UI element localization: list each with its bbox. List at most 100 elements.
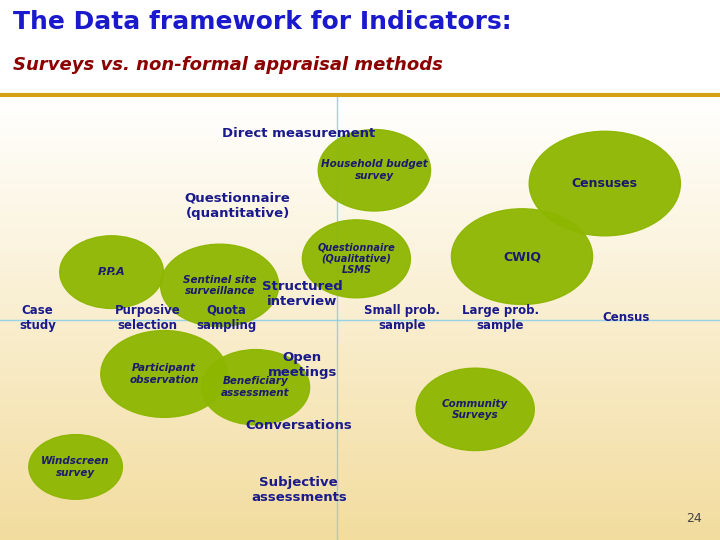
Ellipse shape	[302, 220, 410, 298]
Bar	[0, 190, 720, 193]
Bar	[0, 385, 720, 389]
Bar	[0, 274, 720, 278]
Bar	[0, 400, 720, 403]
Bar	[0, 145, 720, 149]
Text: Household budget
survey: Household budget survey	[321, 159, 428, 181]
Bar	[0, 219, 720, 222]
Text: Structured
interview: Structured interview	[262, 280, 343, 308]
Bar	[0, 230, 720, 234]
Bar	[0, 522, 720, 525]
Bar	[0, 245, 720, 248]
Ellipse shape	[29, 435, 122, 500]
Bar	[0, 415, 720, 418]
Bar	[0, 97, 720, 101]
Bar	[0, 370, 720, 374]
Bar	[0, 326, 720, 329]
Bar	[0, 271, 720, 274]
Bar	[0, 289, 720, 293]
Bar	[0, 186, 720, 190]
Text: Small prob.
sample: Small prob. sample	[364, 303, 440, 332]
Bar	[0, 167, 720, 171]
Bar	[0, 160, 720, 164]
Bar	[0, 293, 720, 296]
Bar	[0, 422, 720, 426]
Bar	[0, 433, 720, 437]
Bar	[0, 488, 720, 492]
Bar	[0, 441, 720, 444]
Bar	[0, 252, 720, 256]
Bar	[0, 322, 720, 326]
Ellipse shape	[60, 236, 163, 308]
Text: Community
Surveys: Community Surveys	[442, 399, 508, 420]
Bar	[0, 507, 720, 510]
Bar	[0, 329, 720, 333]
Ellipse shape	[451, 209, 593, 305]
Bar	[0, 141, 720, 145]
Bar	[0, 451, 720, 455]
Bar	[0, 418, 720, 422]
Ellipse shape	[202, 349, 310, 425]
Bar	[0, 377, 720, 381]
Text: Sentinel site
surveillance: Sentinel site surveillance	[183, 275, 256, 296]
Bar	[0, 311, 720, 315]
Bar	[0, 503, 720, 507]
Text: The Data framework for Indicators:: The Data framework for Indicators:	[13, 10, 512, 33]
Text: Quota
sampling: Quota sampling	[197, 303, 257, 332]
Bar	[0, 164, 720, 167]
Bar	[0, 248, 720, 252]
Bar	[0, 474, 720, 477]
Text: Participant
observation: Participant observation	[130, 363, 199, 384]
Bar	[0, 359, 720, 363]
Bar	[0, 131, 720, 134]
Bar	[0, 175, 720, 178]
Bar	[0, 518, 720, 522]
Bar	[0, 396, 720, 400]
Bar	[0, 138, 720, 141]
Ellipse shape	[161, 244, 279, 327]
Bar	[0, 389, 720, 393]
Bar	[0, 514, 720, 518]
Bar	[0, 470, 720, 474]
Bar	[0, 355, 720, 359]
Bar	[0, 267, 720, 271]
Bar	[0, 341, 720, 345]
Bar	[0, 529, 720, 532]
Bar	[0, 492, 720, 496]
Text: CWIQ: CWIQ	[503, 250, 541, 263]
Text: 24: 24	[686, 511, 702, 524]
Bar	[0, 466, 720, 470]
Ellipse shape	[529, 131, 680, 236]
Ellipse shape	[318, 130, 431, 211]
Bar	[0, 525, 720, 529]
Bar	[0, 278, 720, 282]
Bar	[0, 536, 720, 540]
Ellipse shape	[416, 368, 534, 450]
Text: Questionnaire
(Qualitative)
LSMS: Questionnaire (Qualitative) LSMS	[318, 242, 395, 275]
Text: Conversations: Conversations	[246, 419, 352, 432]
Bar	[0, 444, 720, 448]
Text: Open
meetings: Open meetings	[268, 351, 337, 379]
Bar	[0, 123, 720, 127]
Bar	[0, 204, 720, 208]
Bar	[0, 152, 720, 156]
Bar	[0, 127, 720, 131]
Bar	[0, 116, 720, 119]
Bar	[0, 448, 720, 451]
Ellipse shape	[101, 330, 228, 417]
Bar	[0, 300, 720, 304]
Bar	[0, 208, 720, 212]
Bar	[0, 112, 720, 116]
Bar	[0, 481, 720, 485]
Bar	[0, 108, 720, 112]
Bar	[0, 374, 720, 377]
Text: Case
study: Case study	[19, 303, 56, 332]
Bar	[0, 337, 720, 341]
Bar	[0, 212, 720, 215]
Bar	[0, 319, 720, 322]
Bar	[0, 437, 720, 441]
Bar	[0, 256, 720, 260]
Bar	[0, 333, 720, 337]
Bar	[0, 462, 720, 466]
Bar	[0, 477, 720, 481]
Text: Direct measurement: Direct measurement	[222, 127, 375, 140]
